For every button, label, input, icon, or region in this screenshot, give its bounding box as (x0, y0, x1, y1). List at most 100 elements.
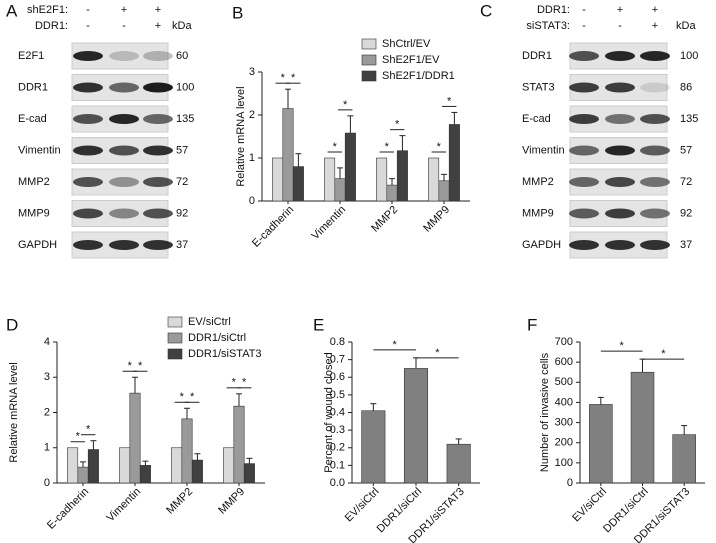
legend-swatch (361, 70, 377, 82)
x-tick-label: MMP9 (421, 204, 452, 235)
blot-band (143, 114, 173, 124)
legend-label: DDR1/siCtrl (188, 332, 246, 344)
y-tick-label: 500 (555, 376, 573, 388)
y-tick-label: 4 (44, 336, 50, 348)
protein-label: MMP2 (522, 176, 554, 188)
blot-band (109, 240, 139, 250)
protein-label: E-cad (18, 113, 47, 125)
y-tick-label: 400 (555, 396, 573, 408)
y-tick-label: 0.0 (330, 477, 345, 489)
blot-band (73, 114, 103, 124)
condition-sign: - (86, 20, 90, 32)
significance-mark: * (86, 424, 91, 436)
x-tick-label: EV/siCtrl (570, 486, 609, 525)
kda-value: 72 (176, 176, 188, 188)
legend-label: ShE2F1/DDR1 (382, 70, 455, 82)
protein-label: MMP9 (18, 207, 50, 219)
blot-band (109, 51, 139, 61)
kda-value: 37 (680, 239, 692, 251)
x-tick-label: MMP9 (216, 486, 247, 517)
bar (139, 465, 151, 484)
bar (181, 418, 193, 484)
blot-band (73, 82, 103, 93)
significance-mark: * (291, 72, 296, 84)
condition-sign: - (122, 20, 126, 32)
kda-value: 37 (176, 239, 188, 251)
kda-value: 135 (176, 113, 194, 125)
significance-mark: * (395, 119, 400, 131)
y-tick-label: 0.7 (330, 354, 345, 366)
legend-label: DDR1/siSTAT3 (188, 348, 262, 360)
blot-band (569, 114, 599, 124)
bar (119, 447, 131, 484)
blot-band (73, 51, 103, 61)
bar (403, 368, 429, 484)
blot-band (640, 145, 670, 156)
y-tick-label: 0 (567, 477, 573, 489)
legend-label: ShE2F1/EV (382, 54, 440, 66)
blot-band (73, 145, 103, 156)
y-axis-label: Relative mRNA level (8, 362, 20, 462)
y-tick-label: 2 (249, 109, 255, 121)
y-tick-label: 0.3 (330, 424, 345, 436)
x-tick-label: Vimentin (310, 204, 349, 243)
y-tick-label: 0.6 (330, 371, 345, 383)
legend-label: ShCtrl/EV (382, 38, 431, 50)
legend-swatch (167, 332, 183, 344)
blot-band (569, 51, 599, 61)
kda-value: 72 (680, 176, 692, 188)
protein-label: GAPDH (18, 239, 57, 251)
protein-label: Vimentin (18, 144, 61, 156)
panel-letter: B (232, 3, 243, 22)
kda-value: 86 (680, 81, 692, 93)
blot-band (109, 145, 139, 156)
blot-band (640, 240, 670, 250)
bar (282, 108, 294, 202)
kda-unit: kDa (172, 20, 192, 32)
significance-mark: * (343, 99, 348, 111)
bar (386, 184, 398, 202)
blot-band (605, 145, 635, 156)
y-tick-label: 300 (555, 416, 573, 428)
y-tick-label: 1 (44, 442, 50, 454)
panel-letter: D (6, 315, 18, 334)
kda-value: 92 (176, 207, 188, 219)
blot-band (143, 208, 173, 219)
y-tick-label: 700 (555, 336, 573, 348)
y-tick-label: 100 (555, 457, 573, 469)
blot-band (569, 177, 599, 187)
condition-sign: + (652, 4, 658, 16)
x-tick-label: MMP2 (369, 204, 400, 235)
blot-band (569, 145, 599, 156)
y-tick-label: 0.4 (330, 406, 345, 418)
condition-sign: + (155, 20, 161, 32)
bar (233, 405, 245, 484)
significance-mark: * (333, 141, 338, 153)
legend-swatch (167, 348, 183, 360)
blot-band (73, 240, 103, 250)
bar (361, 410, 386, 484)
bar (376, 157, 388, 202)
bar (243, 463, 255, 484)
significance-mark: * (180, 391, 185, 403)
significance-mark: * (385, 141, 390, 153)
y-axis-label: Number of invasive cells (539, 352, 551, 472)
blot-band (143, 51, 173, 61)
blot-band (73, 177, 103, 187)
protein-label: E2F1 (18, 50, 44, 62)
protein-label: GAPDH (522, 239, 561, 251)
bar (171, 447, 183, 484)
bar (396, 150, 408, 202)
y-tick-label: 1 (249, 152, 255, 164)
condition-label: siSTAT3: (526, 20, 570, 32)
blot-band (73, 208, 103, 219)
bar (223, 447, 235, 484)
significance-mark: * (232, 377, 237, 389)
blot-band (569, 208, 599, 219)
kda-value: 100 (176, 81, 194, 93)
condition-sign: - (582, 4, 586, 16)
significance-mark: * (393, 339, 398, 351)
significance-mark: * (661, 348, 666, 360)
blot-band (640, 114, 670, 124)
